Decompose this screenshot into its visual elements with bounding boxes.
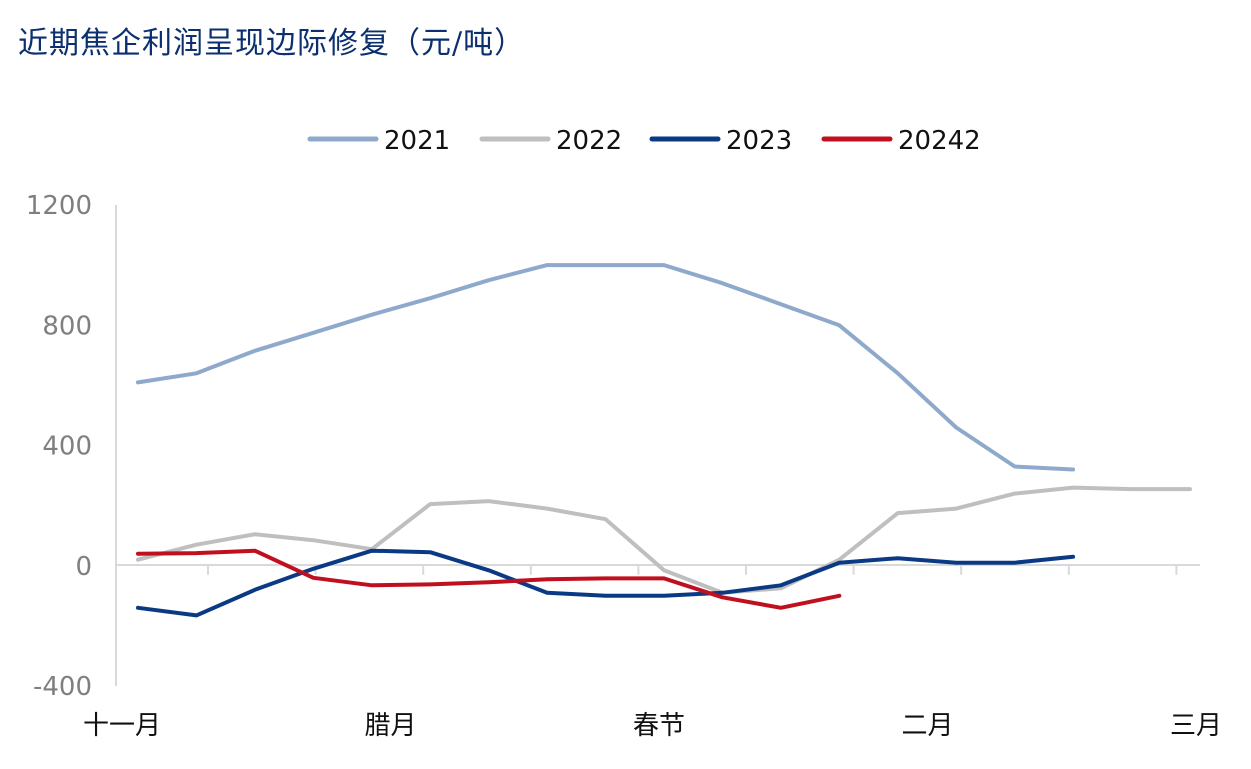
x-tick-label: 十一月 [83, 711, 161, 741]
legend-label-20242: 20242 [898, 126, 981, 156]
legend: 2021 2022 2023 20242 [307, 126, 981, 156]
legend-item-2022: 2022 [479, 126, 622, 156]
y-tick-label: 400 [42, 432, 92, 462]
legend-label-2021: 2021 [384, 126, 450, 156]
y-tick-label: 1200 [26, 191, 92, 221]
legend-label-2022: 2022 [556, 126, 622, 156]
legend-item-20242: 20242 [821, 126, 981, 156]
chart-title: 近期焦企利润呈现边际修复（元/吨） [18, 26, 526, 61]
series-line-2023 [136, 548, 1076, 618]
x-ticks [207, 565, 1178, 575]
y-tick-label: -400 [33, 672, 92, 702]
y-tick-label: 0 [75, 552, 92, 582]
series-line-2021 [136, 263, 1076, 472]
y-tick-label: 800 [42, 311, 92, 341]
legend-item-2023: 2023 [649, 126, 792, 156]
legend-label-2023: 2023 [726, 126, 792, 156]
series-line-20242 [136, 548, 842, 610]
series-lines [136, 263, 1192, 618]
legend-item-2021: 2021 [307, 126, 450, 156]
x-tick-labels: 十一月 腊月 春节 二月 三月 [83, 711, 1222, 741]
x-tick-label: 腊月 [364, 711, 416, 741]
y-tick-labels: -400 0 400 800 1200 [26, 191, 92, 702]
x-tick-label: 春节 [633, 711, 685, 741]
x-tick-label: 二月 [901, 711, 953, 741]
x-tick-label: 三月 [1170, 711, 1222, 741]
series-line-2022 [136, 485, 1192, 595]
